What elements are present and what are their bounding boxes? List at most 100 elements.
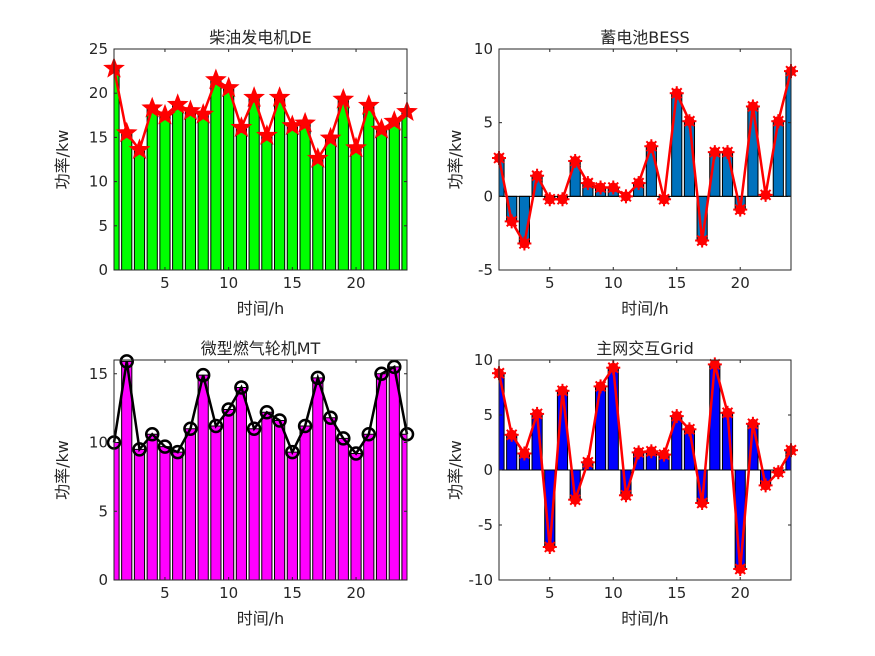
data-point-circle — [374, 366, 389, 381]
subplot-3: 5 10 15 20 0 5 10 15 微型燃气轮机MT 时间/h 功率/kw — [53, 339, 415, 628]
data-point-star — [294, 111, 316, 133]
data-point-star — [243, 86, 265, 107]
data-point-asterisk — [568, 492, 583, 507]
data-point-asterisk — [657, 447, 672, 462]
bar — [375, 373, 388, 580]
data-point-asterisk — [644, 139, 659, 154]
data-point-asterisk — [542, 192, 557, 207]
y-tick-label: -5 — [478, 261, 493, 279]
bar — [337, 98, 349, 270]
data-point-circle — [132, 442, 147, 457]
y-tick-label: -10 — [469, 571, 494, 589]
data-point-circle — [259, 405, 275, 420]
y-axis-label: 功率/kw — [446, 440, 465, 500]
bar — [363, 105, 375, 270]
data-point-star — [192, 102, 215, 124]
bar — [210, 79, 222, 270]
asterisk-ray — [544, 541, 556, 553]
asterisk-ray — [696, 234, 708, 247]
data-point-star — [128, 138, 151, 160]
data-point-asterisk — [593, 379, 608, 394]
asterisk-ray — [721, 407, 734, 419]
x-tick-label: 5 — [160, 274, 170, 292]
bar — [785, 70, 791, 197]
bar — [184, 428, 197, 580]
bar — [184, 110, 197, 270]
y-tick-label: 0 — [98, 571, 108, 589]
data-point-asterisk — [593, 180, 608, 195]
data-point-circle — [246, 421, 262, 436]
asterisk-ray — [544, 193, 556, 205]
y-tick-label: 5 — [98, 217, 108, 235]
bar — [248, 428, 260, 580]
asterisk-ray — [683, 115, 696, 127]
data-point-asterisk — [669, 409, 684, 424]
data-point-star — [205, 68, 227, 90]
data-point-asterisk — [568, 153, 583, 168]
subplot-1: 5 10 15 20 0 5 10 15 20 25 柴油发电机DE 时间/h 功率/kw — [53, 28, 418, 318]
asterisk-ray — [645, 140, 658, 152]
data-point-asterisk — [695, 233, 710, 248]
subplot-2: 5 10 15 20 -5 0 5 10 蓄电池BESS 时间/h 功率/kw — [446, 28, 798, 318]
axes-box — [498, 48, 792, 271]
data-point-circle — [144, 427, 160, 442]
x-tick-label: 20 — [346, 584, 365, 602]
bar — [772, 120, 784, 197]
y-tick-label: 0 — [98, 261, 108, 279]
bar — [261, 135, 273, 270]
data-point-asterisk — [771, 465, 786, 480]
chart-title: 主网交互Grid — [596, 339, 694, 358]
y-tick-label: 10 — [89, 434, 108, 452]
bar — [172, 104, 184, 270]
data-point-star — [166, 93, 189, 114]
data-point-star — [230, 116, 253, 137]
bar — [286, 451, 298, 580]
data-point-asterisk — [542, 540, 557, 554]
bar — [146, 107, 158, 270]
asterisk-ray — [683, 423, 696, 435]
bar — [121, 132, 133, 270]
asterisk-ray — [734, 563, 746, 575]
data-point-circle — [119, 354, 134, 369]
x-tick-label: 10 — [219, 274, 238, 292]
x-tick-label: 15 — [283, 584, 302, 602]
bar — [350, 453, 362, 580]
bar — [159, 114, 171, 270]
data-point-asterisk — [758, 478, 773, 493]
x-axis-label: 时间/h — [621, 299, 669, 318]
y-tick-label: 25 — [89, 40, 108, 58]
x-tick-label: 10 — [604, 584, 623, 602]
bar — [594, 385, 607, 471]
asterisk-ray — [632, 446, 645, 459]
data-point-asterisk — [555, 192, 570, 207]
y-tick-label: 5 — [483, 406, 493, 424]
asterisk-ray — [506, 429, 518, 441]
data-point-star — [141, 96, 164, 118]
data-point-star — [345, 136, 367, 158]
bar — [248, 97, 260, 270]
data-point-asterisk — [682, 422, 697, 437]
asterisk-ray — [556, 193, 569, 205]
data-point-star — [332, 87, 355, 109]
bar — [223, 87, 235, 270]
x-tick-label: 5 — [160, 584, 170, 602]
data-point-star — [370, 117, 393, 139]
data-point-asterisk — [644, 444, 659, 459]
chart-title: 柴油发电机DE — [209, 28, 311, 47]
asterisk-ray — [607, 362, 619, 374]
bar — [197, 374, 209, 580]
asterisk-ray — [556, 385, 569, 397]
y-tick-label: 0 — [483, 461, 493, 479]
data-point-star — [256, 124, 278, 145]
x-tick-label: 5 — [545, 274, 555, 292]
data-point-asterisk — [631, 445, 646, 460]
bar — [375, 128, 388, 270]
bar — [146, 433, 158, 580]
series-line — [112, 361, 409, 456]
data-point-circle — [387, 359, 402, 375]
data-point-asterisk — [606, 360, 621, 375]
bar — [401, 111, 407, 270]
asterisk-ray — [696, 497, 708, 509]
bar — [133, 149, 146, 270]
